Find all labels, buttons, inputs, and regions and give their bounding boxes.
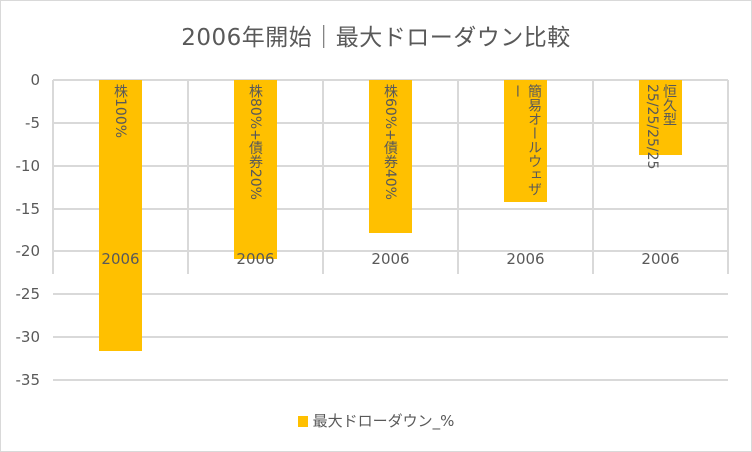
- y-tick: -15: [15, 200, 41, 218]
- bar-stock-100[interactable]: [99, 80, 142, 351]
- data-label: 恒久型 25/25/25/25: [644, 84, 677, 170]
- gridline: [53, 379, 728, 381]
- y-tick: -10: [15, 157, 41, 175]
- category-gridline: [187, 80, 189, 274]
- y-tick: -20: [15, 242, 41, 260]
- y-tick: -30: [15, 328, 41, 346]
- category-gridline: [52, 80, 54, 274]
- legend: 最大ドローダウン_%: [0, 410, 752, 431]
- y-axis: 0 -5 -10 -15 -20 -25 -30 -35: [0, 71, 41, 389]
- y-tick: 0: [30, 71, 40, 89]
- bar-stock80-bond20[interactable]: [234, 80, 277, 259]
- bar-permanent-portfolio[interactable]: [639, 80, 682, 155]
- category-gridline: [727, 80, 729, 274]
- plot-area: 2006 2006 2006 2006 2006 株100% 株80%+債券20…: [52, 79, 729, 381]
- data-label: 簡易オールウェザ ー: [509, 84, 542, 196]
- category-label: 2006: [101, 250, 140, 268]
- y-tick: -25: [15, 285, 41, 303]
- legend-swatch-icon: [297, 416, 308, 427]
- y-tick: -5: [25, 114, 40, 132]
- legend-label: 最大ドローダウン_%: [312, 412, 455, 430]
- y-tick: -35: [15, 371, 41, 389]
- category-label: 2006: [506, 250, 545, 268]
- category-gridline: [322, 80, 324, 274]
- category-gridline: [457, 80, 459, 274]
- bar-stock60-bond40[interactable]: [369, 80, 412, 233]
- category-label: 2006: [236, 250, 275, 268]
- category-label: 2006: [371, 250, 410, 268]
- bar-simple-all-weather[interactable]: [504, 80, 547, 202]
- data-label: 株60%+債券40%: [382, 84, 398, 200]
- gridline: [53, 293, 728, 295]
- category-label: 2006: [641, 250, 680, 268]
- data-label: 株100%: [112, 84, 128, 139]
- gridline: [53, 336, 728, 338]
- gridline: [53, 250, 728, 252]
- data-label: 株80%+債券20%: [247, 84, 263, 200]
- chart-title: 2006年開始｜最大ドローダウン比較: [181, 25, 571, 51]
- category-gridline: [592, 80, 594, 274]
